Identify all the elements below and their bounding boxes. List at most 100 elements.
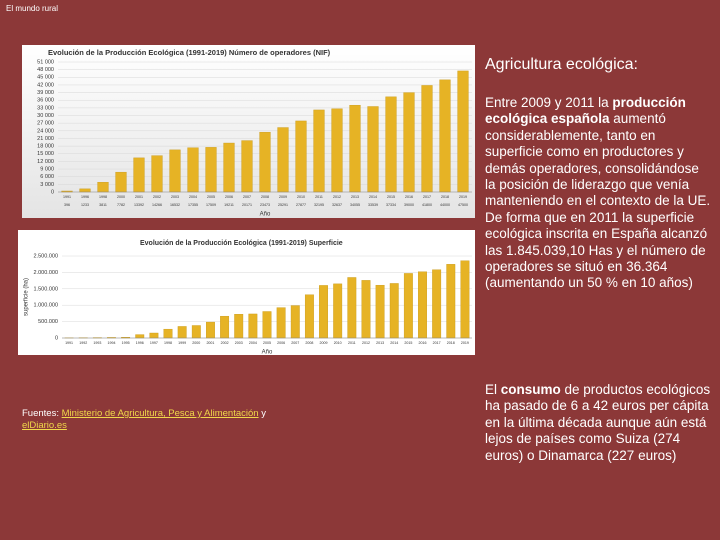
bar: [115, 171, 127, 193]
sources: Fuentes: Ministerio de Agricultura, Pesc…: [22, 408, 282, 432]
y-tick-label: 45 000: [37, 75, 54, 81]
value-label: 17509: [206, 203, 216, 207]
x-tick-label: 1998: [164, 341, 172, 345]
y-tick-label: 27 000: [37, 121, 54, 127]
bar: [418, 271, 427, 339]
bar: [206, 321, 215, 339]
bar: [259, 131, 271, 193]
y-tick-label: 500.000: [38, 319, 58, 325]
paragraph: Entre 2009 y 2011 la producción ecológic…: [485, 95, 713, 292]
bar: [421, 85, 433, 193]
chart-background: [18, 230, 475, 355]
bar: [439, 79, 451, 193]
x-tick-label: 1991: [65, 341, 73, 345]
bar: [385, 96, 397, 193]
y-tick-label: 33 000: [37, 105, 54, 111]
chart-title: Evolución de la Producción Ecológica (19…: [140, 240, 343, 247]
bar: [403, 273, 413, 339]
bar: [295, 120, 307, 193]
x-tick-label: 2006: [277, 341, 285, 345]
x-tick-label: 2015: [404, 341, 412, 345]
bar: [313, 109, 325, 193]
y-tick-label: 30 000: [37, 113, 54, 119]
x-tick-label: 2016: [419, 341, 427, 345]
bar: [135, 334, 145, 339]
value-label: 47500: [458, 203, 468, 207]
text: y: [258, 408, 266, 419]
x-tick-label: 2017: [433, 341, 441, 345]
x-tick-label: 2010: [334, 341, 342, 345]
bar: [163, 328, 173, 339]
y-tick-label: 12 000: [37, 159, 54, 165]
value-label: 32637: [332, 203, 342, 207]
bar: [347, 277, 357, 339]
x-tick-label: 2007: [291, 341, 299, 345]
y-tick-label: 36 000: [37, 98, 54, 104]
y-tick-label: 2.500.000: [34, 253, 58, 259]
value-label: 14266: [152, 203, 162, 207]
value-label: 396: [64, 203, 70, 207]
x-tick-label: 1996: [136, 341, 144, 345]
value-label: 33539: [368, 203, 378, 207]
y-tick-label: 1.000.000: [34, 303, 58, 309]
bar: [361, 280, 371, 339]
bold-text: consumo: [500, 382, 561, 397]
value-label: 1233: [81, 203, 89, 207]
bar: [133, 157, 145, 193]
y-tick-label: 1.500.000: [34, 286, 58, 292]
paragraph: El consumo de productos ecológicos ha pa…: [485, 382, 713, 464]
x-tick-label: 2004: [249, 341, 257, 345]
link[interactable]: Ministerio de Agricultura, Pesca y Alime…: [61, 408, 259, 419]
bar: [367, 106, 379, 193]
x-tick-label: 2016: [405, 195, 413, 199]
x-tick-label: 2013: [351, 195, 359, 199]
value-label: 27877: [296, 203, 306, 207]
bar: [169, 149, 181, 193]
y-tick-label: 3 000: [40, 182, 54, 188]
link[interactable]: elDiario.es: [22, 420, 67, 431]
x-tick-label: 2012: [333, 195, 341, 199]
y-tick-label: 21 000: [37, 136, 54, 142]
value-label: 13392: [134, 203, 144, 207]
x-tick-label: 2013: [376, 341, 384, 345]
bar: [460, 260, 470, 339]
x-tick-label: 2005: [207, 195, 215, 199]
x-tick-label: 2001: [135, 195, 143, 199]
x-tick-label: 2000: [192, 341, 200, 345]
x-tick-label: 2005: [263, 341, 271, 345]
bar: [79, 188, 91, 193]
x-axis-label: Año: [262, 350, 273, 356]
bar: [205, 147, 217, 193]
value-label: 23473: [260, 203, 270, 207]
x-tick-label: 2002: [221, 341, 229, 345]
bar: [432, 269, 442, 339]
value-label: 7782: [117, 203, 125, 207]
bar: [276, 307, 286, 339]
x-tick-label: 2002: [153, 195, 161, 199]
x-tick-label: 2019: [461, 341, 469, 345]
bar: [349, 104, 361, 193]
value-label: 41800: [422, 203, 432, 207]
value-label: 44000: [440, 203, 450, 207]
y-tick-label: 48 000: [37, 67, 54, 73]
bar: [389, 283, 399, 339]
x-tick-label: 2014: [369, 195, 377, 199]
bar: [223, 142, 235, 193]
bar: [403, 92, 415, 193]
bar: [319, 285, 328, 339]
y-tick-label: 15 000: [37, 151, 54, 157]
x-tick-label: 2018: [441, 195, 449, 199]
y-tick-label: 24 000: [37, 128, 54, 134]
x-tick-label: 1993: [93, 341, 101, 345]
value-label: 25291: [278, 203, 288, 207]
bar: [333, 283, 343, 339]
x-tick-label: 2011: [315, 195, 323, 199]
bar: [277, 127, 289, 193]
bar: [97, 182, 109, 193]
y-tick-label: 39 000: [37, 90, 54, 96]
value-label: 17355: [188, 203, 198, 207]
bar: [234, 314, 244, 339]
y-tick-label: 42 000: [37, 82, 54, 88]
